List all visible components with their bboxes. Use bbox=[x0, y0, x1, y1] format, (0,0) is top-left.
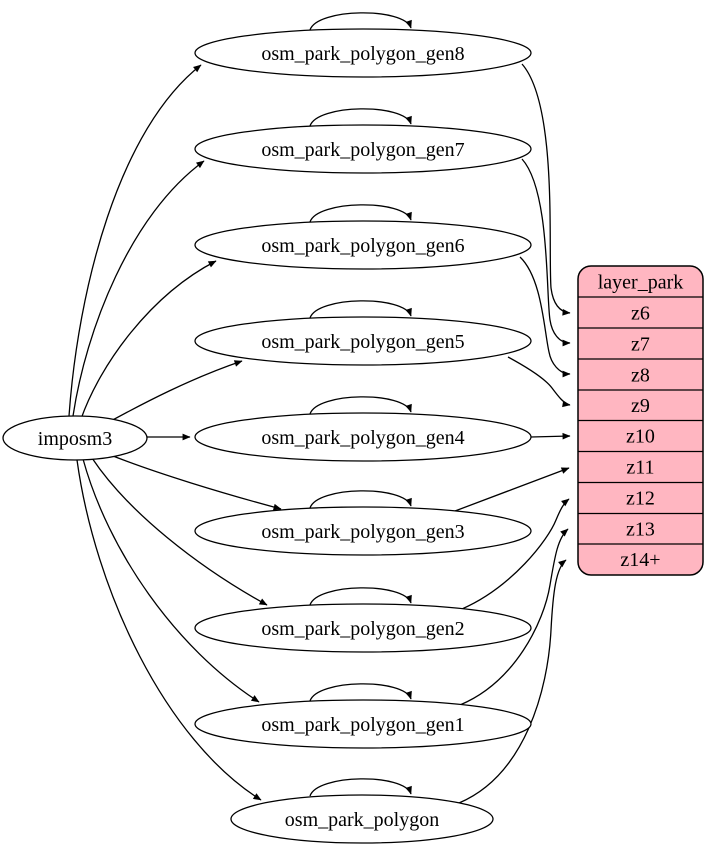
gen5-label: osm_park_polygon_gen5 bbox=[261, 331, 464, 353]
edge-osm-park-polygon-to-z14 bbox=[458, 559, 567, 804]
osm-park-polygon-ellipse bbox=[230, 794, 494, 844]
edge-imposm3-to-osm-park-polygon bbox=[76, 459, 262, 801]
gen7-label: osm_park_polygon_gen7 bbox=[261, 139, 464, 161]
self-loop-gen1 bbox=[309, 683, 412, 702]
self-loop-gen6 bbox=[309, 204, 412, 223]
node-osm-park-polygon-gen7: osm_park_polygon_gen7 bbox=[194, 124, 532, 174]
gen3-label: osm_park_polygon_gen3 bbox=[261, 521, 464, 543]
gen3-ellipse bbox=[194, 506, 532, 556]
layer-row-z9: z9 bbox=[631, 395, 650, 417]
layer-row-z13: z13 bbox=[626, 519, 655, 541]
self-loop-gen2 bbox=[309, 587, 412, 606]
node-osm-park-polygon-gen2: osm_park_polygon_gen2 bbox=[194, 603, 532, 653]
edge-imposm3-to-gen2 bbox=[91, 457, 268, 606]
gen4-ellipse bbox=[194, 412, 532, 462]
self-loop-osm-park-polygon bbox=[309, 778, 412, 797]
edge-gen4-to-z10 bbox=[530, 432, 571, 440]
imposm3-ellipse bbox=[2, 415, 148, 461]
edge-gen5-to-z9 bbox=[507, 356, 571, 408]
gen2-label: osm_park_polygon_gen2 bbox=[261, 618, 464, 640]
layer-row-z6: z6 bbox=[631, 303, 650, 325]
edge-imposm3-to-gen5 bbox=[99, 360, 243, 428]
gen8-label: osm_park_polygon_gen8 bbox=[261, 43, 464, 65]
gen8-ellipse bbox=[194, 28, 532, 78]
self-loop-gen4 bbox=[309, 396, 412, 415]
layer-row-z7: z7 bbox=[631, 334, 650, 356]
edge-imposm3-to-gen8 bbox=[68, 64, 202, 417]
self-loop-gen7 bbox=[309, 108, 412, 127]
gen6-label: osm_park_polygon_gen6 bbox=[261, 235, 464, 257]
osm-park-polygon-label: osm_park_polygon bbox=[285, 809, 439, 831]
layer-park-table: layer_park z6 z7 z8 z9 z10 z11 z12 z13 z… bbox=[577, 265, 704, 576]
layer-row-z11: z11 bbox=[626, 457, 654, 479]
edge-gen1-to-z13 bbox=[459, 528, 569, 706]
node-osm-park-polygon-gen1: osm_park_polygon_gen1 bbox=[194, 699, 532, 749]
edge-imposm3-to-gen1 bbox=[82, 458, 260, 703]
edge-gen3-to-z11 bbox=[454, 467, 570, 512]
node-osm-park-polygon-gen3: osm_park_polygon_gen3 bbox=[194, 506, 532, 556]
layer-park-header: layer_park bbox=[598, 272, 684, 294]
edge-gen7-to-z7 bbox=[521, 158, 571, 347]
edge-gen2-to-z12 bbox=[461, 498, 570, 610]
layer-row-z10: z10 bbox=[626, 426, 655, 448]
node-osm-park-polygon-gen8: osm_park_polygon_gen8 bbox=[194, 28, 532, 78]
gen5-ellipse bbox=[194, 316, 532, 366]
gen4-label: osm_park_polygon_gen4 bbox=[261, 427, 464, 449]
gen7-ellipse bbox=[194, 124, 532, 174]
gen2-ellipse bbox=[194, 603, 532, 653]
layer-row-z8: z8 bbox=[631, 365, 650, 387]
node-osm-park-polygon-gen4: osm_park_polygon_gen4 bbox=[194, 412, 532, 462]
node-osm-park-polygon-gen6: osm_park_polygon_gen6 bbox=[194, 220, 532, 270]
gen1-ellipse bbox=[194, 699, 532, 749]
self-loop-gen5 bbox=[309, 300, 412, 319]
imposm3-label: imposm3 bbox=[38, 428, 112, 450]
self-loop-gen3 bbox=[309, 490, 412, 509]
edge-imposm3-to-gen7 bbox=[72, 160, 205, 417]
node-imposm3: imposm3 bbox=[2, 415, 148, 461]
self-loop-gen8 bbox=[309, 12, 412, 31]
edge-imposm3-to-gen6 bbox=[80, 260, 217, 420]
node-osm-park-polygon-gen5: osm_park_polygon_gen5 bbox=[194, 316, 532, 366]
gen6-ellipse bbox=[194, 220, 532, 270]
node-osm-park-polygon: osm_park_polygon bbox=[230, 794, 494, 844]
edge-gen8-to-z6 bbox=[521, 63, 571, 316]
edge-gen6-to-z8 bbox=[519, 256, 571, 378]
gen1-label: osm_park_polygon_gen1 bbox=[261, 714, 464, 736]
layer-row-z12: z12 bbox=[626, 488, 655, 510]
layer-row-z14: z14+ bbox=[620, 549, 660, 571]
edge-imposm3-to-gen3 bbox=[107, 453, 282, 511]
